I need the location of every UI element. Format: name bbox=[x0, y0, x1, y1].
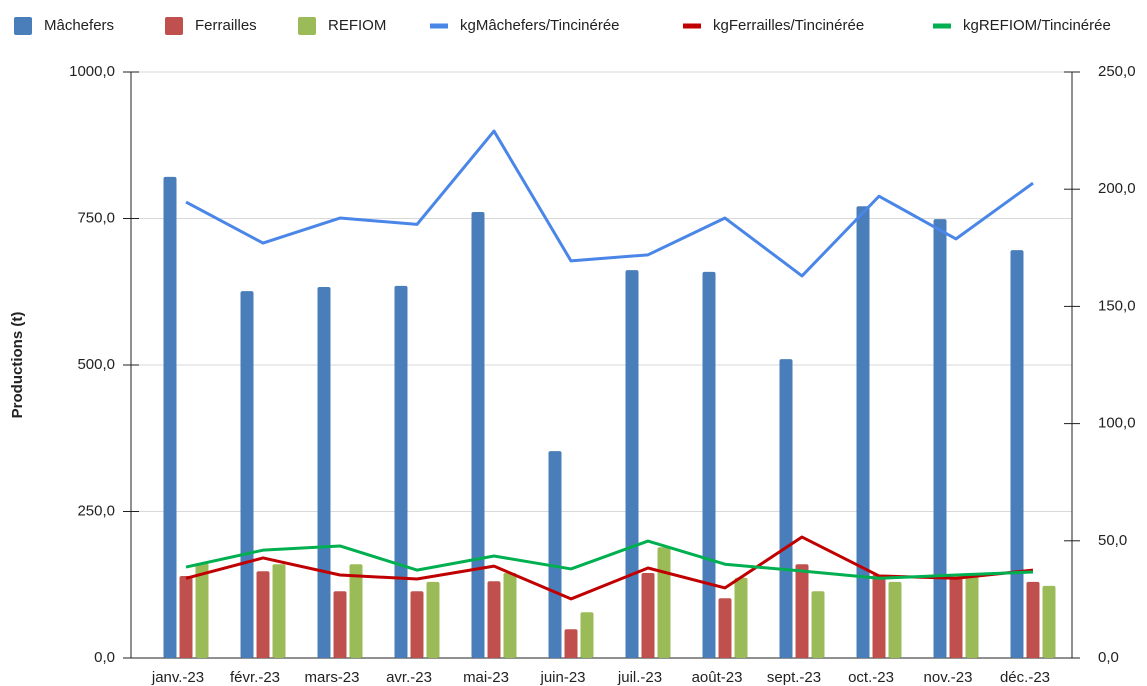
bar bbox=[410, 591, 424, 658]
bar bbox=[965, 573, 979, 658]
x-tick-label: déc.-23 bbox=[1000, 669, 1050, 686]
x-tick-label: avr.-23 bbox=[386, 669, 432, 686]
bar bbox=[795, 564, 809, 658]
legend-swatch bbox=[298, 17, 316, 35]
bar bbox=[426, 581, 440, 658]
bar bbox=[333, 591, 347, 658]
bar bbox=[195, 563, 209, 658]
bar bbox=[657, 547, 671, 658]
bar bbox=[888, 581, 902, 658]
y-tick-label: 1000,0 bbox=[69, 63, 115, 80]
bar bbox=[625, 270, 639, 658]
y-tick-label: 250,0 bbox=[77, 502, 115, 519]
bar bbox=[1010, 250, 1024, 659]
legend-swatch bbox=[14, 17, 32, 35]
x-tick-label: août-23 bbox=[692, 669, 743, 686]
bar bbox=[240, 291, 254, 658]
bar bbox=[179, 575, 193, 658]
legend-label: kgFerrailles/Tincinérée bbox=[713, 17, 864, 34]
bar bbox=[548, 451, 562, 658]
y2-tick-label: 50,0 bbox=[1098, 532, 1127, 549]
y2-tick-label: 150,0 bbox=[1098, 297, 1136, 314]
y2-tick-label: 0,0 bbox=[1098, 649, 1119, 666]
bar bbox=[811, 591, 825, 658]
legend-swatch bbox=[165, 17, 183, 35]
line bbox=[185, 129, 1034, 278]
bar bbox=[734, 577, 748, 658]
bar bbox=[163, 176, 177, 659]
bar bbox=[471, 212, 485, 658]
x-tick-label: juin-23 bbox=[539, 669, 585, 686]
y2-tick-label: 100,0 bbox=[1098, 415, 1136, 432]
legend-label: kgMâchefers/Tincinérée bbox=[460, 17, 620, 34]
x-tick-label: juil.-23 bbox=[617, 669, 662, 686]
legend-label: REFIOM bbox=[328, 17, 386, 34]
bar bbox=[503, 573, 517, 658]
bar bbox=[641, 573, 655, 658]
bar bbox=[564, 629, 578, 658]
bar bbox=[272, 564, 286, 658]
y-tick-label: 750,0 bbox=[77, 209, 115, 226]
x-tick-label: oct.-23 bbox=[848, 669, 894, 686]
bar bbox=[856, 206, 870, 658]
bar bbox=[487, 581, 501, 658]
x-tick-label: sept.-23 bbox=[767, 669, 821, 686]
bar bbox=[580, 612, 594, 658]
x-tick-label: mai-23 bbox=[463, 669, 509, 686]
line bbox=[185, 539, 1034, 580]
x-tick-label: févr.-23 bbox=[230, 669, 280, 686]
y2-tick-label: 200,0 bbox=[1098, 180, 1136, 197]
x-tick-label: nov.-23 bbox=[924, 669, 973, 686]
bar bbox=[1042, 585, 1056, 658]
legend-label: Mâchefers bbox=[44, 17, 114, 34]
bar bbox=[349, 564, 363, 658]
bar bbox=[1026, 581, 1040, 658]
bar bbox=[718, 598, 732, 658]
bar bbox=[872, 574, 886, 658]
bar bbox=[949, 577, 963, 658]
bar bbox=[317, 287, 331, 658]
legend-label: kgREFIOM/Tincinérée bbox=[963, 17, 1111, 34]
x-tick-label: mars-23 bbox=[304, 669, 359, 686]
bar bbox=[779, 359, 793, 658]
bar bbox=[394, 285, 408, 658]
bar bbox=[933, 219, 947, 658]
y-tick-label: 0,0 bbox=[94, 649, 115, 666]
y2-tick-label: 250,0 bbox=[1098, 63, 1136, 80]
bar bbox=[702, 271, 716, 658]
x-tick-label: janv.-23 bbox=[151, 669, 204, 686]
y-axis-label: Productions (t) bbox=[9, 312, 26, 419]
bar bbox=[256, 571, 270, 658]
legend-label: Ferrailles bbox=[195, 17, 257, 34]
y-tick-label: 500,0 bbox=[77, 356, 115, 373]
